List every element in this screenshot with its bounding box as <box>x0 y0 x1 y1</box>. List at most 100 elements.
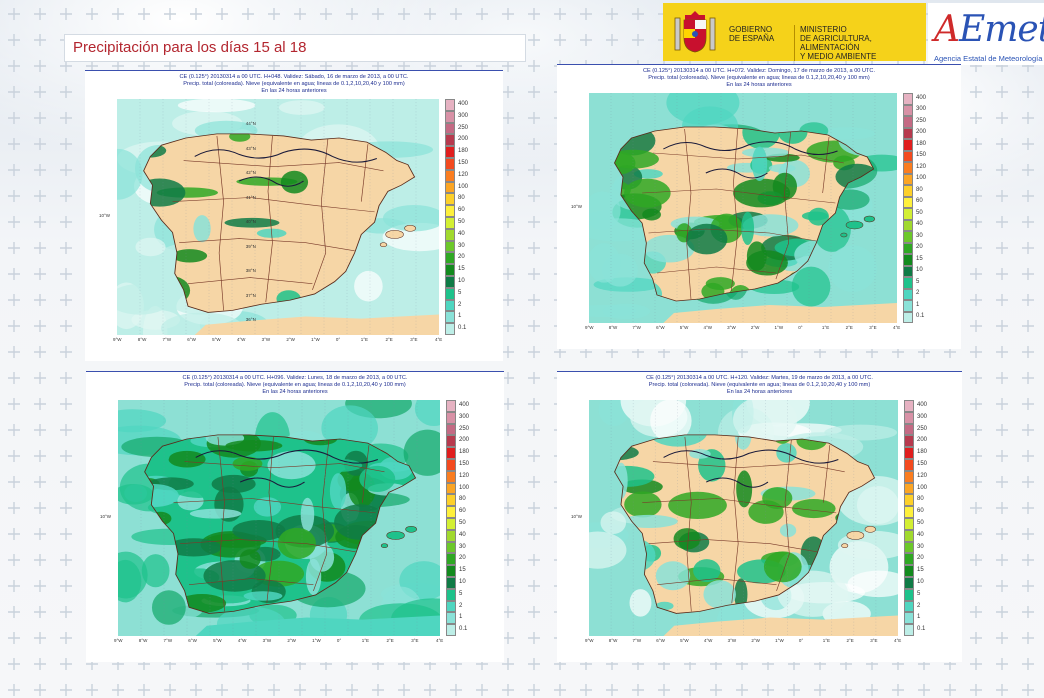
longitude-label: 1°E <box>361 638 369 643</box>
legend-swatch <box>446 423 456 436</box>
legend-swatch <box>903 162 913 174</box>
legend-value: 60 <box>459 508 466 515</box>
legend-value: 300 <box>917 413 928 420</box>
forecast-panel-4: CE (0.125°) 20130314 a 00 UTC. H+120. Va… <box>557 371 962 662</box>
legend-value: 20 <box>917 555 924 562</box>
legend-value: 200 <box>458 136 469 143</box>
legend-swatch <box>446 482 456 495</box>
longitude-label: 1°E <box>360 337 368 342</box>
legend-swatch <box>903 300 913 312</box>
legend-swatch <box>446 494 456 507</box>
legend-value: 0.1 <box>916 313 925 320</box>
panel-caption-3: En las 24 horas anteriores <box>262 389 328 395</box>
latitude-label: 38°N <box>245 268 256 273</box>
legend-swatch <box>904 400 914 412</box>
legend-swatch <box>446 612 456 625</box>
legend-swatch <box>904 576 914 589</box>
legend-value: 1 <box>459 614 463 621</box>
latitude-label: 43°N <box>245 145 256 151</box>
longitude-label: 6°W <box>656 638 665 643</box>
legend-value: 80 <box>917 496 924 503</box>
latitude-label: 41°N <box>245 194 256 200</box>
longitude-label: 1°W <box>774 325 784 330</box>
legend-value: 0.1 <box>458 325 467 332</box>
legend-swatch <box>445 264 455 276</box>
longitude-label: 3°E <box>870 638 878 643</box>
legend-value: 200 <box>916 129 927 136</box>
legend-value: 250 <box>459 425 470 432</box>
longitude-label: 1°E <box>821 325 830 330</box>
longitude-label: 2°W <box>286 337 295 342</box>
latitude-label: 42°N <box>245 170 256 175</box>
longitude-label: 0° <box>335 337 341 342</box>
latitude-label: 44°N <box>245 121 256 126</box>
legend-value: 150 <box>916 152 927 159</box>
longitude-label: 1°W <box>312 638 321 643</box>
panel-caption-3: En las 24 horas anteriores <box>726 82 792 88</box>
legend-value: 100 <box>459 484 470 491</box>
legend-value: 30 <box>459 543 466 550</box>
legend-swatch <box>903 139 913 151</box>
legend-swatch <box>445 216 455 229</box>
panel-caption-1: CE (0.125°) 20130314 a 00 UTC. H+120. Va… <box>646 375 873 381</box>
longitude-label: 3°E <box>411 638 419 643</box>
legend-swatch <box>446 565 456 577</box>
latitude-label: 10°W <box>100 514 112 519</box>
longitude-label: 6°W <box>188 638 197 643</box>
government-label: GOBIERNO DE ESPAÑA <box>729 25 775 43</box>
legend-value: 400 <box>459 401 470 408</box>
legend-swatch <box>903 173 913 185</box>
legend-swatch <box>445 134 455 147</box>
latitude-label: 39°N <box>245 243 256 249</box>
legend-value: 180 <box>916 140 927 147</box>
legend-value: 30 <box>917 543 924 550</box>
legend-swatch <box>446 541 456 554</box>
legend-value: 5 <box>459 590 463 597</box>
legend-swatch <box>904 541 914 554</box>
legend-swatch <box>904 494 914 507</box>
longitude-label: 1°W <box>311 337 320 342</box>
legend-swatch <box>446 400 456 412</box>
legend-swatch <box>903 150 913 162</box>
legend-swatch <box>446 553 456 566</box>
legend-value: 10 <box>917 578 924 585</box>
legend-value: 50 <box>459 519 466 526</box>
longitude-label: 3°W <box>261 337 271 342</box>
legend-value: 40 <box>917 531 924 538</box>
legend-swatch <box>903 265 913 277</box>
legend-swatch <box>904 588 914 601</box>
longitude-label: 3°E <box>410 337 418 342</box>
legend-swatch <box>445 287 455 300</box>
legend-value: 10 <box>459 578 466 585</box>
precipitation-map <box>117 99 439 335</box>
latitude-label: 10°W <box>571 204 583 209</box>
legend-swatch <box>904 506 914 518</box>
legend-value: 100 <box>458 183 469 190</box>
panel-caption-1: CE (0.125°) 20130314 a 00 UTC. H+096. Va… <box>182 375 408 381</box>
legend-swatch <box>904 482 914 495</box>
panel-caption-3: En las 24 horas anteriores <box>726 389 793 395</box>
legend-value: 15 <box>459 567 466 574</box>
legend-value: 180 <box>458 148 469 155</box>
legend-swatch <box>904 470 914 483</box>
legend-swatch <box>445 228 455 241</box>
legend-value: 300 <box>916 106 927 113</box>
legend-swatch <box>445 146 455 158</box>
legend-swatch <box>445 311 455 324</box>
longitude-label: 7°W <box>162 337 172 342</box>
panel-caption-2: Precip. total (coloreada). Nieve (equiva… <box>183 81 405 87</box>
legend-value: 40 <box>458 230 465 237</box>
legend-value: 5 <box>917 590 921 597</box>
precipitation-map <box>118 400 440 636</box>
legend-swatch <box>903 116 913 128</box>
legend-swatch <box>445 299 455 312</box>
aemet-subtitle: Agencia Estatal de Meteorología <box>934 54 1043 63</box>
legend-swatch <box>904 458 914 471</box>
longitude-label: 2°E <box>386 638 394 643</box>
legend-swatch <box>446 624 456 636</box>
legend-value: 250 <box>458 124 469 131</box>
longitude-label: 3°W <box>727 638 737 643</box>
legend-swatch <box>903 208 913 220</box>
legend-swatch <box>904 624 914 636</box>
